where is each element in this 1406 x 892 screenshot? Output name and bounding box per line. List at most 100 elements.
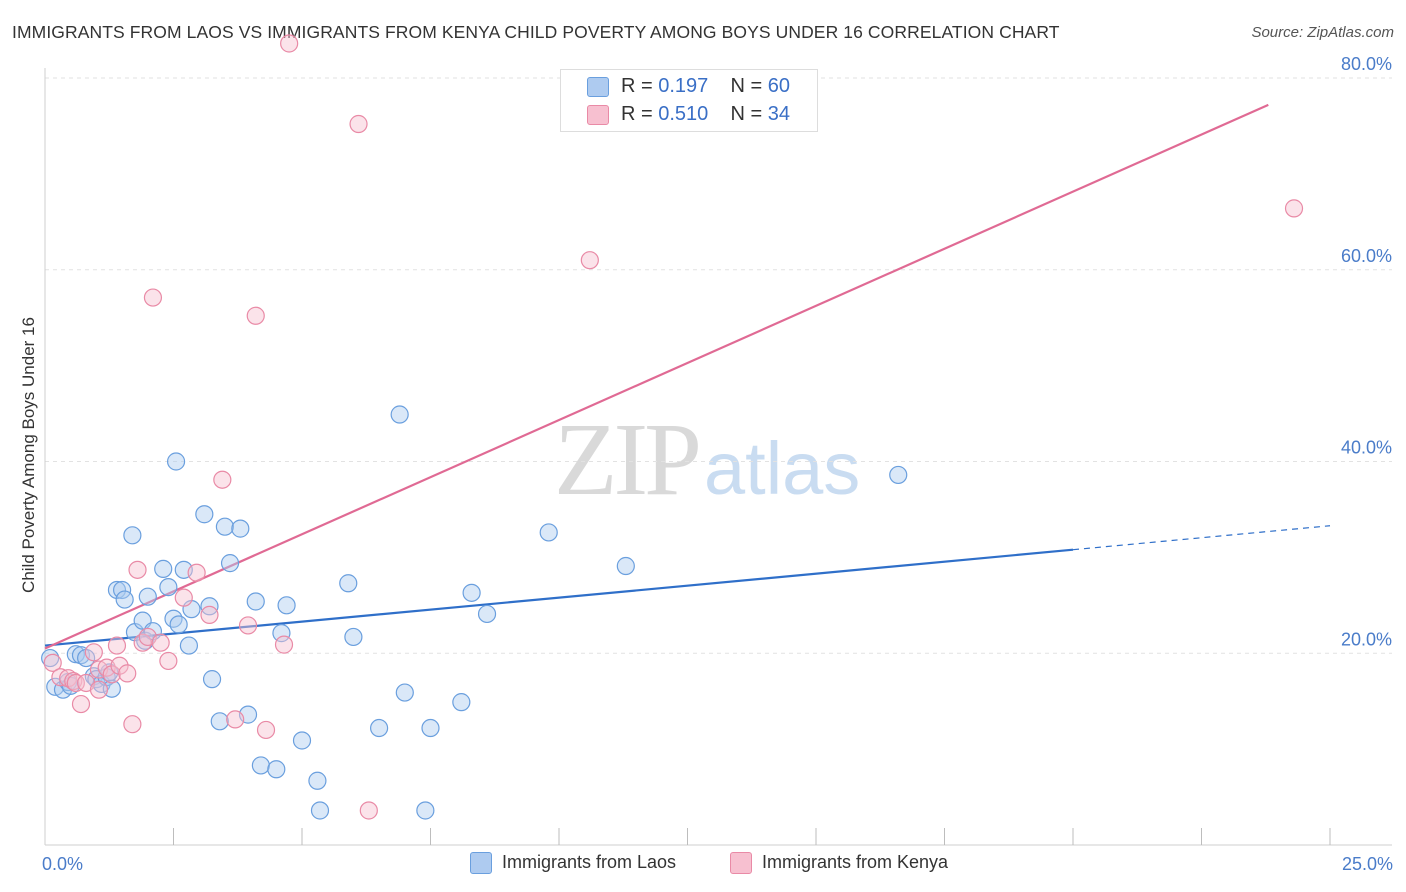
kenya-point-30 — [280, 34, 299, 53]
laos-point-58 — [889, 465, 908, 485]
laos-trend-extension — [1072, 525, 1331, 551]
kenya-legend-swatch — [730, 852, 752, 874]
kenya-point-21 — [174, 588, 193, 607]
laos-point-36 — [220, 554, 240, 573]
kenya-r-label: R = — [621, 103, 659, 125]
kenya-point-25 — [226, 710, 245, 729]
kenya-point-24 — [213, 470, 232, 489]
laos-r-label: R = — [621, 75, 659, 97]
laos-legend-label: Immigrants from Laos — [502, 852, 677, 872]
laos-r-value: 0.197 — [658, 75, 709, 97]
laos-point-33 — [202, 670, 222, 689]
kenya-point-15 — [128, 560, 147, 579]
y-tick-label-1: 40.0% — [1341, 438, 1392, 458]
laos-point-29 — [179, 636, 199, 655]
laos-point-16 — [115, 590, 134, 609]
laos-point-14 — [107, 580, 127, 600]
laos-point-24 — [159, 577, 178, 597]
kenya-r-value: 0.510 — [658, 103, 709, 125]
laos-point-56 — [539, 523, 558, 542]
laos-point-54 — [462, 583, 481, 602]
laos-point-43 — [277, 596, 296, 615]
source-credit: Source: ZipAtlas.com — [1251, 24, 1394, 41]
y-tick-label-3: 80.0% — [1341, 54, 1392, 74]
correlation-legend: R = 0.197 N = 60 R = 0.510 N = 34 — [560, 69, 818, 132]
laos-point-25 — [164, 609, 183, 628]
kenya-point-29 — [274, 635, 294, 654]
kenya-point-16 — [133, 633, 152, 652]
kenya-point-5 — [71, 694, 91, 714]
kenya-point-32 — [359, 801, 378, 820]
laos-point-52 — [421, 718, 440, 738]
x-tick-label-0: 0.0% — [42, 854, 83, 874]
laos-point-48 — [344, 627, 363, 647]
kenya-point-35 — [89, 680, 109, 699]
laos-point-41 — [267, 760, 286, 779]
kenya-point-28 — [256, 720, 276, 740]
laos-point-55 — [477, 604, 497, 624]
x-tick-label-1: 25.0% — [1342, 854, 1393, 874]
laos-point-23 — [154, 559, 173, 578]
laos-point-34 — [210, 712, 229, 731]
zipatlas-watermark: ZIPatlas — [554, 400, 860, 519]
y-tick-label-2: 60.0% — [1341, 246, 1392, 266]
kenya-trend-line — [44, 103, 1269, 650]
watermark-zip: ZIP — [554, 402, 702, 517]
laos-point-44 — [292, 731, 312, 750]
laos-point-45 — [308, 771, 327, 790]
kenya-point-13 — [118, 664, 137, 683]
chart-title: IMMIGRANTS FROM LAOS VS IMMIGRANTS FROM … — [12, 22, 1060, 42]
watermark-atlas: atlas — [704, 427, 861, 510]
kenya-point-20 — [159, 651, 178, 671]
kenya-point-34 — [1284, 199, 1304, 218]
laos-point-17 — [123, 526, 142, 545]
laos-legend-swatch — [470, 852, 492, 874]
laos-point-39 — [246, 592, 265, 611]
kenya-point-23 — [200, 605, 219, 625]
laos-point-13 — [102, 679, 121, 698]
laos-point-5 — [66, 645, 85, 664]
laos-point-42 — [272, 624, 291, 643]
kenya-point-26 — [238, 616, 258, 635]
kenya-point-4 — [66, 673, 85, 693]
laos-point-21 — [138, 587, 157, 606]
laos-point-59 — [416, 801, 435, 820]
laos-swatch — [587, 77, 609, 97]
axes — [44, 68, 1392, 846]
laos-n-label: N = — [730, 75, 768, 97]
kenya-point-31 — [349, 114, 368, 134]
kenya-n-label: N = — [730, 103, 768, 125]
kenya-point-7 — [84, 643, 103, 662]
laos-point-51 — [395, 683, 414, 702]
laos-point-49 — [370, 718, 389, 738]
laos-point-57 — [616, 556, 635, 576]
kenya-point-19 — [151, 633, 170, 652]
kenya-point-14 — [123, 715, 142, 734]
kenya-n-value: 34 — [767, 103, 791, 125]
laos-point-53 — [452, 693, 471, 712]
y-axis-title: Child Poverty Among Boys Under 16 — [19, 317, 38, 593]
laos-point-0 — [41, 648, 60, 668]
laos-point-37 — [231, 519, 250, 538]
laos-point-40 — [251, 756, 270, 775]
gridlines — [45, 77, 1392, 654]
laos-point-27 — [169, 615, 188, 634]
trend-lines — [44, 103, 1331, 650]
tick-labels: 20.0% 40.0% 60.0% 80.0% 0.0% 25.0% — [42, 54, 1393, 874]
kenya-point-0 — [43, 653, 62, 672]
y-tick-label-0: 20.0% — [1341, 629, 1392, 649]
laos-point-31 — [195, 505, 214, 524]
laos-point-46 — [310, 801, 330, 820]
kenya-point-11 — [107, 636, 127, 655]
kenya-point-22 — [187, 563, 206, 582]
laos-trend-line — [44, 548, 1074, 647]
laos-n-value: 60 — [767, 75, 791, 97]
data-points — [41, 34, 1304, 820]
kenya-point-33 — [580, 251, 599, 270]
laos-point-47 — [339, 574, 358, 593]
kenya-point-18 — [143, 288, 163, 307]
kenya-legend-label: Immigrants from Kenya — [762, 852, 949, 872]
laos-point-35 — [215, 517, 234, 536]
kenya-point-27 — [246, 306, 265, 325]
